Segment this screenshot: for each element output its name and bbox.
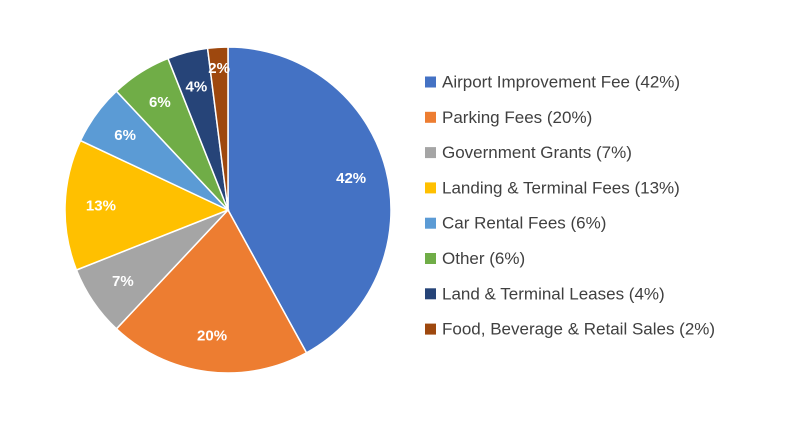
- legend-item-government-grants: Government Grants (7%): [425, 143, 632, 162]
- legend-label: Land & Terminal Leases (4%): [442, 284, 665, 303]
- data-label-landing-and-terminal-fees: 13%: [86, 198, 116, 215]
- legend-item-airport-improvement-fee: Airport Improvement Fee (42%): [425, 73, 680, 92]
- legend-item-parking-fees: Parking Fees (20%): [425, 108, 592, 127]
- pie-slice-landing-and-terminal-fees: [64, 139, 230, 271]
- legend-label: Parking Fees (20%): [442, 108, 592, 127]
- legend-swatch: [425, 111, 436, 123]
- legend: Airport Improvement Fee (42%) Parking Fee…: [425, 73, 715, 339]
- data-label-land-and-terminal-leases: 4%: [186, 78, 208, 95]
- data-label-other: 6%: [149, 94, 171, 111]
- data-label-airport-improvement-fee: 42%: [336, 170, 366, 187]
- pie-slices: [64, 46, 392, 374]
- legend-swatch: [425, 253, 436, 264]
- legend-item-food-beverage-and-retail-sales: Food, Beverage & Retail Sales (2%): [425, 320, 715, 339]
- legend-label: Other (6%): [442, 249, 525, 268]
- legend-item-car-rental-fees: Car Rental Fees (6%): [425, 214, 606, 233]
- legend-swatch: [425, 323, 436, 335]
- legend-label: Government Grants (7%): [442, 143, 632, 162]
- data-label-parking-fees: 20%: [197, 328, 227, 345]
- legend-label: Car Rental Fees (6%): [442, 214, 606, 233]
- legend-swatch: [425, 217, 436, 229]
- legend-swatch: [425, 147, 436, 159]
- pie-data-labels: 42% 20% 7% 13% 6% 6% 4%2%: [86, 60, 366, 345]
- legend-label: Airport Improvement Fee (42%): [442, 73, 680, 92]
- data-label-car-rental-fees: 6%: [114, 127, 136, 144]
- legend-label: Food, Beverage & Retail Sales (2%): [442, 320, 715, 339]
- pie-slice-parking-fees: [115, 208, 308, 374]
- legend-item-other: Other (6%): [425, 249, 525, 268]
- pie-slice-airport-improvement-fee: [227, 46, 392, 354]
- legend-item-landing-and-terminal-fees: Landing & Terminal Fees (13%): [425, 178, 680, 197]
- data-label-government-grants: 7%: [112, 273, 134, 290]
- data-label-food-beverage-and-retail-sales: 2%: [208, 60, 230, 77]
- legend-item-land-and-terminal-leases: Land & Terminal Leases (4%): [425, 284, 665, 303]
- legend-label: Landing & Terminal Fees (13%): [442, 178, 680, 197]
- legend-swatch: [425, 182, 436, 194]
- legend-swatch: [425, 288, 436, 300]
- legend-swatch: [425, 76, 436, 88]
- pie-slice-food-beverage-and-retail-sales: [206, 46, 229, 211]
